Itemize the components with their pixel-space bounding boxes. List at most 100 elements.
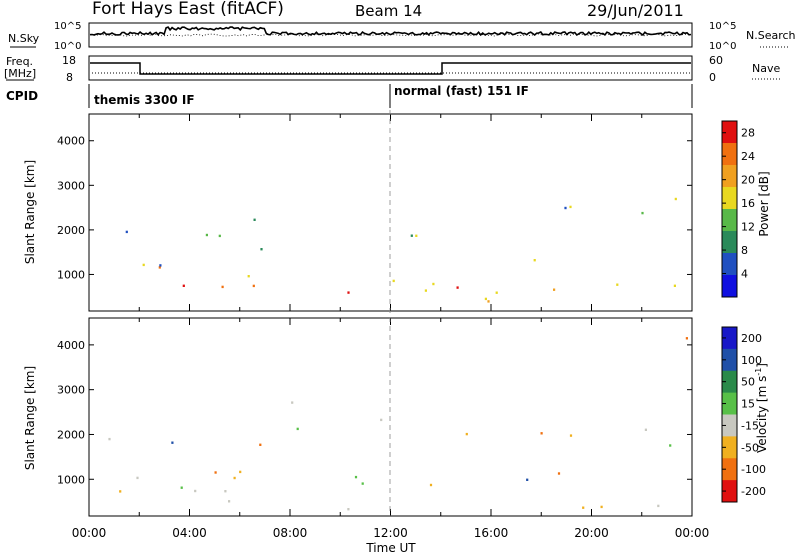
velocity-y-ticks: 1000 2000 3000 4000 (57, 339, 692, 486)
y-tick-label: 1000 (57, 268, 85, 281)
colorbar-swatch (722, 370, 737, 394)
heatmap-cell (380, 418, 383, 422)
heatmap-cell (182, 284, 185, 287)
heatmap-cell (354, 475, 358, 479)
heatmap-cell (194, 489, 197, 493)
heatmap-cell (221, 285, 224, 289)
nsky-line (89, 26, 692, 37)
heatmap-cell (465, 432, 468, 436)
heatmap-cell (600, 505, 603, 509)
x-tick-label: 00:00 (675, 526, 710, 540)
heatmap-cell (252, 284, 255, 288)
heatmap-cell (247, 275, 250, 278)
velocity-colorbar-label-main: Velocity [m s (755, 376, 769, 453)
heatmap-cell (415, 234, 418, 237)
heatmap-cell (553, 288, 556, 291)
colorbar-swatch (722, 327, 737, 350)
x-tick-labels: 00:00 04:00 08:00 12:00 16:00 20:00 00:00 (72, 526, 710, 540)
colorbar-tick-label: -15 (741, 419, 759, 432)
nsky-label: N.Sky (8, 32, 40, 45)
freq-frame (88, 55, 693, 81)
colorbar-swatch (722, 275, 737, 298)
heatmap-cell (233, 476, 236, 480)
colorbar-tick-label: 50 (741, 376, 755, 389)
power-y-axis-label: Slant Range [km] (23, 160, 37, 264)
power-colorbar: 4 8 12 16 20 24 28 (721, 120, 755, 298)
heatmap-cell (291, 401, 294, 404)
colorbar-swatch (722, 209, 737, 232)
freq-panel: Freq. [MHz] 18 8 60 0 Nave (4, 54, 780, 84)
colorbar-swatch (722, 253, 737, 276)
heatmap-cell (347, 291, 350, 294)
colorbar-swatch (722, 121, 737, 144)
colorbar-swatch (722, 392, 737, 415)
heatmap-cell (259, 443, 262, 446)
heatmap-cell (347, 508, 350, 511)
x-tick-label: 20:00 (574, 526, 609, 540)
y-tick-label: 3000 (57, 384, 85, 397)
nsearch-line (90, 33, 691, 37)
colorbar-tick-label: 4 (741, 268, 748, 281)
velocity-panel: 1000 2000 3000 4000 Slant Range [km] 200 100… (23, 317, 769, 517)
heatmap-cell (218, 234, 221, 238)
velocity-colorbar-label-sup: -1 (754, 368, 763, 376)
figure-title: Fort Hays East (fitACF) (92, 0, 284, 19)
nsearch-tick-bottom: 10^0 (709, 41, 736, 52)
colorbar-tick-label: 200 (741, 332, 762, 345)
heatmap-cell (557, 472, 561, 475)
nsky-tick-top: 10^5 (54, 21, 81, 32)
heatmap-cell (669, 444, 672, 447)
nsky-trace (89, 26, 692, 37)
heatmap-cell (214, 471, 217, 474)
y-tick-label: 2000 (57, 224, 85, 237)
velocity-colorbar: 200 100 50 15 -15 -50 -100 -200 (721, 326, 766, 503)
heatmap-cell (205, 233, 208, 237)
y-tick-label: 2000 (57, 428, 85, 441)
colorbar-swatch (722, 165, 737, 188)
colorbar-tick-label: 100 (741, 354, 762, 367)
velocity-colorbar-label-end: ] (755, 363, 769, 368)
nsky-tick-bottom: 10^0 (54, 41, 81, 52)
nave-tick-bottom: 0 (709, 71, 716, 84)
heatmap-cell (673, 284, 676, 287)
colorbar-frame (721, 120, 738, 298)
cpid-panel: CPID themis 3300 IF normal (fast) 151 IF (6, 84, 693, 108)
freq-tick-bottom: 8 (66, 71, 73, 84)
heatmap-cell (657, 504, 660, 508)
heatmap-cell (540, 432, 543, 435)
heatmap-cell (644, 428, 647, 431)
heatmap-cell (136, 476, 139, 480)
heatmap-cell (108, 437, 111, 441)
nave-label: Nave (752, 62, 780, 75)
power-panel: 1000 2000 3000 4000 Slant Range [km] 4 8 12 16… (23, 113, 771, 312)
nave-tick-top: 60 (709, 54, 723, 67)
heatmap-cell (432, 282, 435, 286)
heatmap-cell (158, 266, 161, 269)
heatmap-cell (253, 218, 256, 221)
nsearch-label: N.Search (746, 29, 796, 42)
heatmap-cell (228, 500, 231, 503)
heatmap-cell (641, 211, 644, 215)
freq-unit-label: [MHz] (4, 67, 36, 80)
colorbar-tick-label: 20 (741, 174, 755, 187)
power-colorbar-label: Power [dB] (757, 171, 771, 236)
colorbar-tick-label: 28 (741, 127, 755, 140)
heatmap-cell (392, 279, 395, 283)
colorbar-swatch (722, 414, 737, 437)
heatmap-cell (119, 490, 122, 493)
heatmap-cell (125, 230, 128, 234)
colorbar-swatch (722, 436, 737, 459)
power-frame (88, 113, 693, 312)
colorbar-swatch (722, 348, 737, 372)
velocity-colorbar-label: Velocity [m s-1] (754, 363, 769, 453)
power-heatmap-cells (125, 197, 677, 303)
freq-tick-top: 18 (62, 54, 76, 67)
nsky-panel: N.Sky 10^5 10^0 10^5 10^0 N.Search (8, 21, 796, 52)
beam-label: Beam 14 (355, 2, 422, 20)
velocity-y-axis-label: Slant Range [km] (23, 366, 37, 470)
y-tick-label: 3000 (57, 179, 85, 192)
colorbar-tick-label: 12 (741, 221, 755, 234)
heatmap-cell (674, 197, 677, 201)
velocity-frame (88, 317, 693, 517)
